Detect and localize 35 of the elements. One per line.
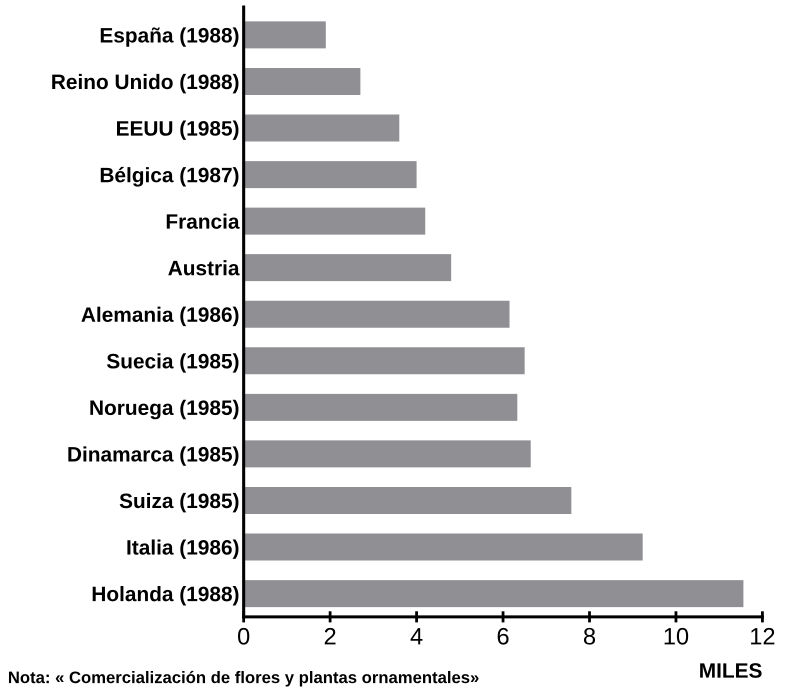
x-tick-label: 10 [664,628,688,645]
y-tick-label: Suiza (1985) [120,492,238,512]
y-tick-label: España (1988) [100,27,238,47]
x-tick-label: 2 [324,628,336,644]
y-tick-label: Alemania (1986) [81,306,238,326]
bar [244,580,744,608]
y-tick-label: Noruega (1985) [90,400,238,420]
bar [244,161,417,188]
bar [244,68,360,95]
y-tick-label: EEUU (1985) [117,120,238,140]
y-tick-label: Reino Unido (1988) [52,74,238,94]
bar [244,534,643,561]
x-tick-label: 4 [410,628,422,644]
y-tick-label: Holanda (1988) [92,586,238,606]
bar [244,486,572,514]
bar [244,254,452,282]
y-tick-label: Italia (1986) [127,539,238,559]
y-tick-label: Austria [168,260,240,276]
bar [244,21,326,48]
x-tick-label: 8 [584,628,596,645]
x-axis-title: MILES [700,663,762,678]
y-tick-label: Suecia (1985) [106,353,238,373]
x-tick-label: 0 [238,628,250,645]
y-tick-label: Francia [166,214,240,229]
bar [244,208,426,235]
x-tick-label: 12 [751,628,774,644]
bar [244,394,518,421]
bar [244,300,510,328]
bar [244,347,525,374]
text: Nota: « Comercialización de flores y plantas ornamentales» [8,670,479,687]
bar [244,114,400,142]
bar [244,440,531,468]
x-tick-label: 6 [498,628,509,645]
y-tick-label: Bélgica (1987) [100,166,238,187]
y-tick-label: Dinamarca (1985) [68,446,238,466]
